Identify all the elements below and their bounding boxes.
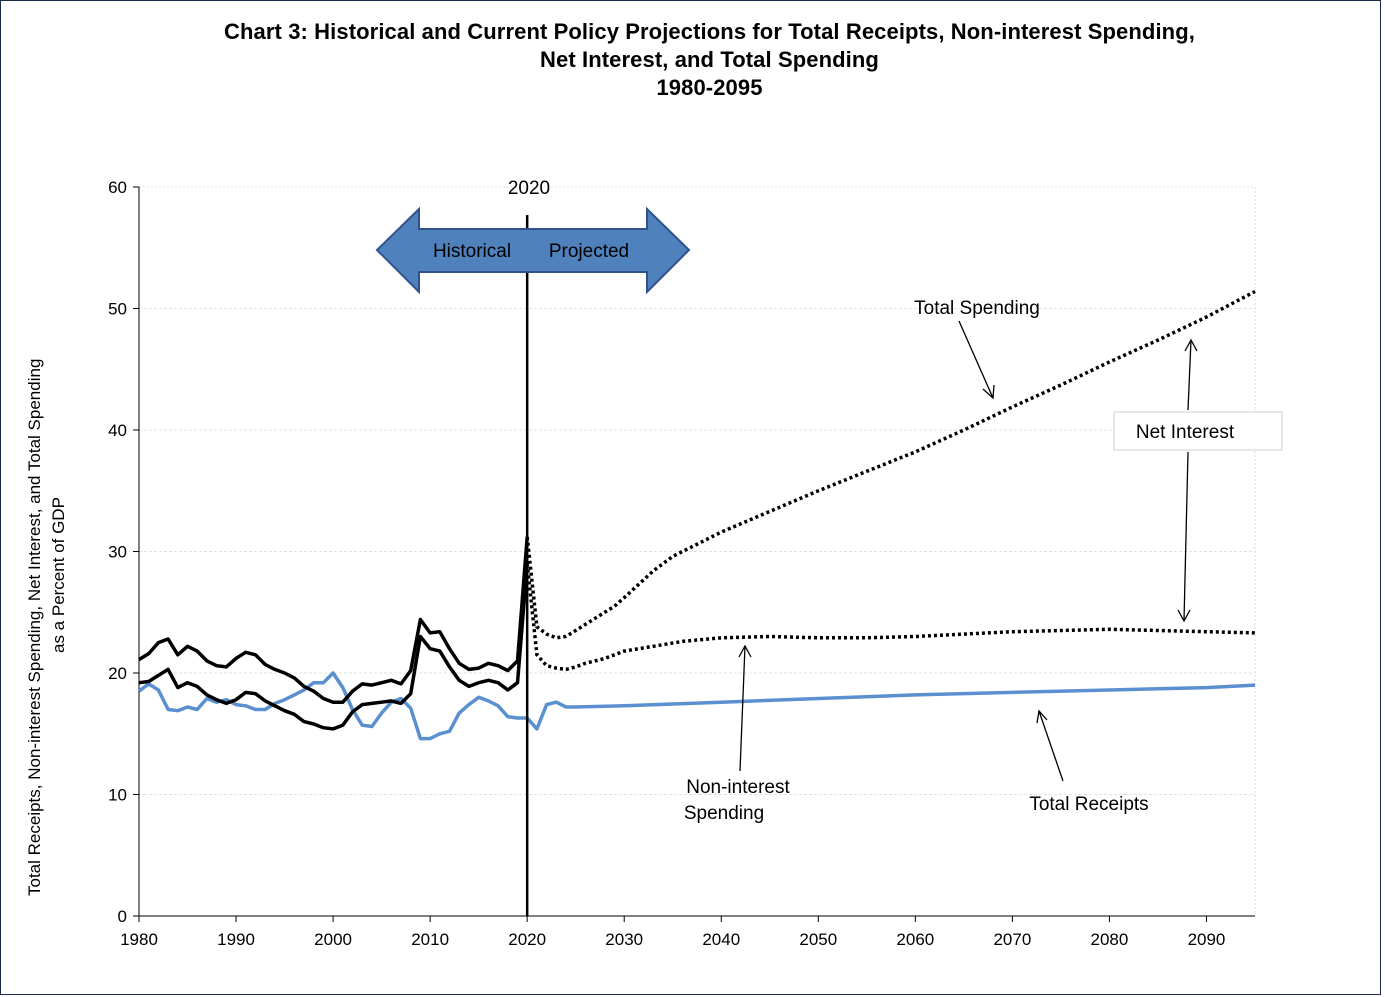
y-tick-label: 50	[108, 300, 127, 319]
net-interest-arrowhead-down	[1177, 609, 1191, 623]
non-interest-label-line2: Spending	[684, 803, 764, 824]
total-receipts-label: Total Receipts	[1029, 794, 1148, 815]
y-tick-label: 60	[108, 178, 127, 197]
chart-title-line2: Net Interest, and Total Spending	[540, 47, 879, 72]
projected-label: Projected	[549, 241, 629, 262]
non-interest-arrowhead	[738, 644, 752, 658]
total-receipts-arrow	[1038, 710, 1064, 782]
double-arrow-shape	[375, 206, 691, 295]
x-tick-label: 2040	[702, 930, 740, 949]
x-tick-label: 2090	[1188, 930, 1226, 949]
x-tick-label: 2010	[411, 930, 449, 949]
y-tick-label: 30	[108, 543, 127, 562]
y-tick-label: 40	[108, 421, 127, 440]
x-tick-label: 2080	[1091, 930, 1129, 949]
grid-lines	[139, 186, 1256, 916]
total-spending-historical-line	[138, 536, 529, 704]
non-interest-spending-projected-line	[525, 563, 1256, 672]
net-interest-arrow-down	[1183, 451, 1189, 622]
annotation-arrows	[738, 320, 1198, 782]
y-tick-label: 10	[108, 786, 127, 805]
net-interest-label: Net Interest	[1136, 422, 1235, 443]
total-spending-label: Total Spending	[914, 298, 1040, 319]
x-tick-label: 2060	[896, 930, 934, 949]
x-tick-label: 1990	[217, 930, 255, 949]
non-interest-spending-historical-line	[138, 563, 529, 731]
net-interest-arrow-up	[1187, 339, 1192, 411]
x-tick-label: 2020	[508, 930, 546, 949]
total-receipts-line	[137, 671, 1256, 741]
x-tick-label: 2030	[605, 930, 643, 949]
y-tick-label: 20	[108, 664, 127, 683]
total-receipts-arrowhead	[1036, 709, 1048, 724]
net-interest-label-box	[1113, 411, 1283, 451]
total-spending-arrow	[958, 320, 994, 399]
non-interest-label-line1: Non-interest	[686, 777, 790, 798]
data-series	[137, 289, 1256, 741]
x-tick-label: 2000	[314, 930, 352, 949]
historical-projected-arrow: Historical Projected	[375, 206, 691, 295]
x-tick-label: 2070	[993, 930, 1031, 949]
divider-2020-label: 2020	[508, 178, 550, 199]
chart-title-line1: Chart 3: Historical and Current Policy P…	[224, 19, 1195, 44]
total-spending-arrowhead	[982, 384, 995, 400]
historical-label: Historical	[433, 241, 511, 262]
x-tick-label: 1980	[120, 930, 158, 949]
y-tick-label: 0	[118, 907, 127, 926]
x-tick-label: 2050	[799, 930, 837, 949]
net-interest-arrowhead-up	[1184, 338, 1198, 352]
total-spending-projected-line	[525, 289, 1256, 640]
chart-title-line3: 1980-2095	[656, 75, 763, 100]
non-interest-arrow	[739, 645, 746, 772]
